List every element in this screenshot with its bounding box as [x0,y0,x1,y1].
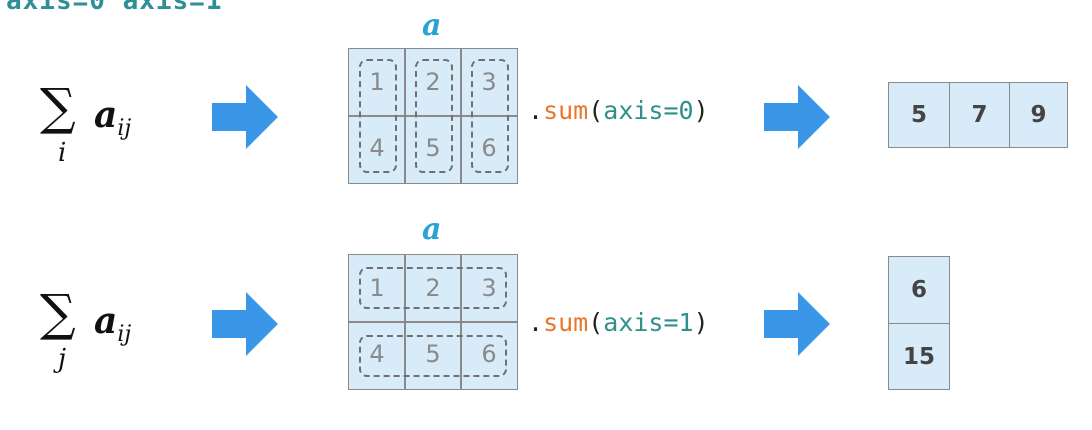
cropped-code-fragment: axis=0 axis=1 [6,0,223,16]
matrix-cell: 3 [481,274,497,302]
matrix-a: 1 2 3 4 5 6 [348,254,518,390]
matrix-a: 1 2 3 4 5 6 [348,48,518,184]
sum-term: aij [94,300,132,348]
result-cell: 5 [910,102,927,128]
row-group-outline [359,267,507,309]
right-arrow-icon [764,292,830,356]
result-cell: 9 [1009,83,1067,147]
result-cell: 7 [949,83,1009,147]
matrix-cell: 5 [425,340,441,368]
sigma-symbol: ∑ [40,78,76,136]
column-group-outline [471,59,509,173]
row-group-outline [359,335,507,377]
matrix-cell: 2 [425,68,441,96]
sigma-symbol: ∑ [40,284,76,342]
matrix-label: a [422,8,442,43]
right-arrow-icon [212,85,278,149]
matrix-cell: 3 [481,68,497,96]
matrix-cell: 6 [481,134,497,162]
result-column-vector: 6 15 [888,256,950,390]
right-arrow-icon [764,85,830,149]
matrix-cell: 4 [369,134,385,162]
axis0-row: ∑ i aij a 1 2 3 4 5 6 .sum(axis=0) 5 7 9 [0,0,1092,200]
column-group-outline [415,59,453,173]
sum-index: j [58,344,67,374]
sum-axis0-code: .sum(axis=0) [528,96,709,125]
column-group-outline [359,59,397,173]
result-cell: 6 [910,277,927,303]
matrix-cell: 1 [369,68,385,96]
sum-index: i [58,138,67,168]
matrix-cell: 1 [369,274,385,302]
matrix-cell: 6 [481,340,497,368]
axis1-row: ∑ j aij a 1 2 3 4 5 6 .sum(axis=1) 6 15 [0,212,1092,422]
matrix-label: a [422,212,442,247]
result-row-vector: 5 7 9 [888,82,1068,148]
matrix-cell: 2 [425,274,441,302]
sum-term: aij [94,94,132,142]
matrix-cell: 4 [369,340,385,368]
right-arrow-icon [212,292,278,356]
matrix-cell: 5 [425,134,441,162]
result-cell: 15 [889,323,949,389]
sum-axis1-code: .sum(axis=1) [528,308,709,337]
